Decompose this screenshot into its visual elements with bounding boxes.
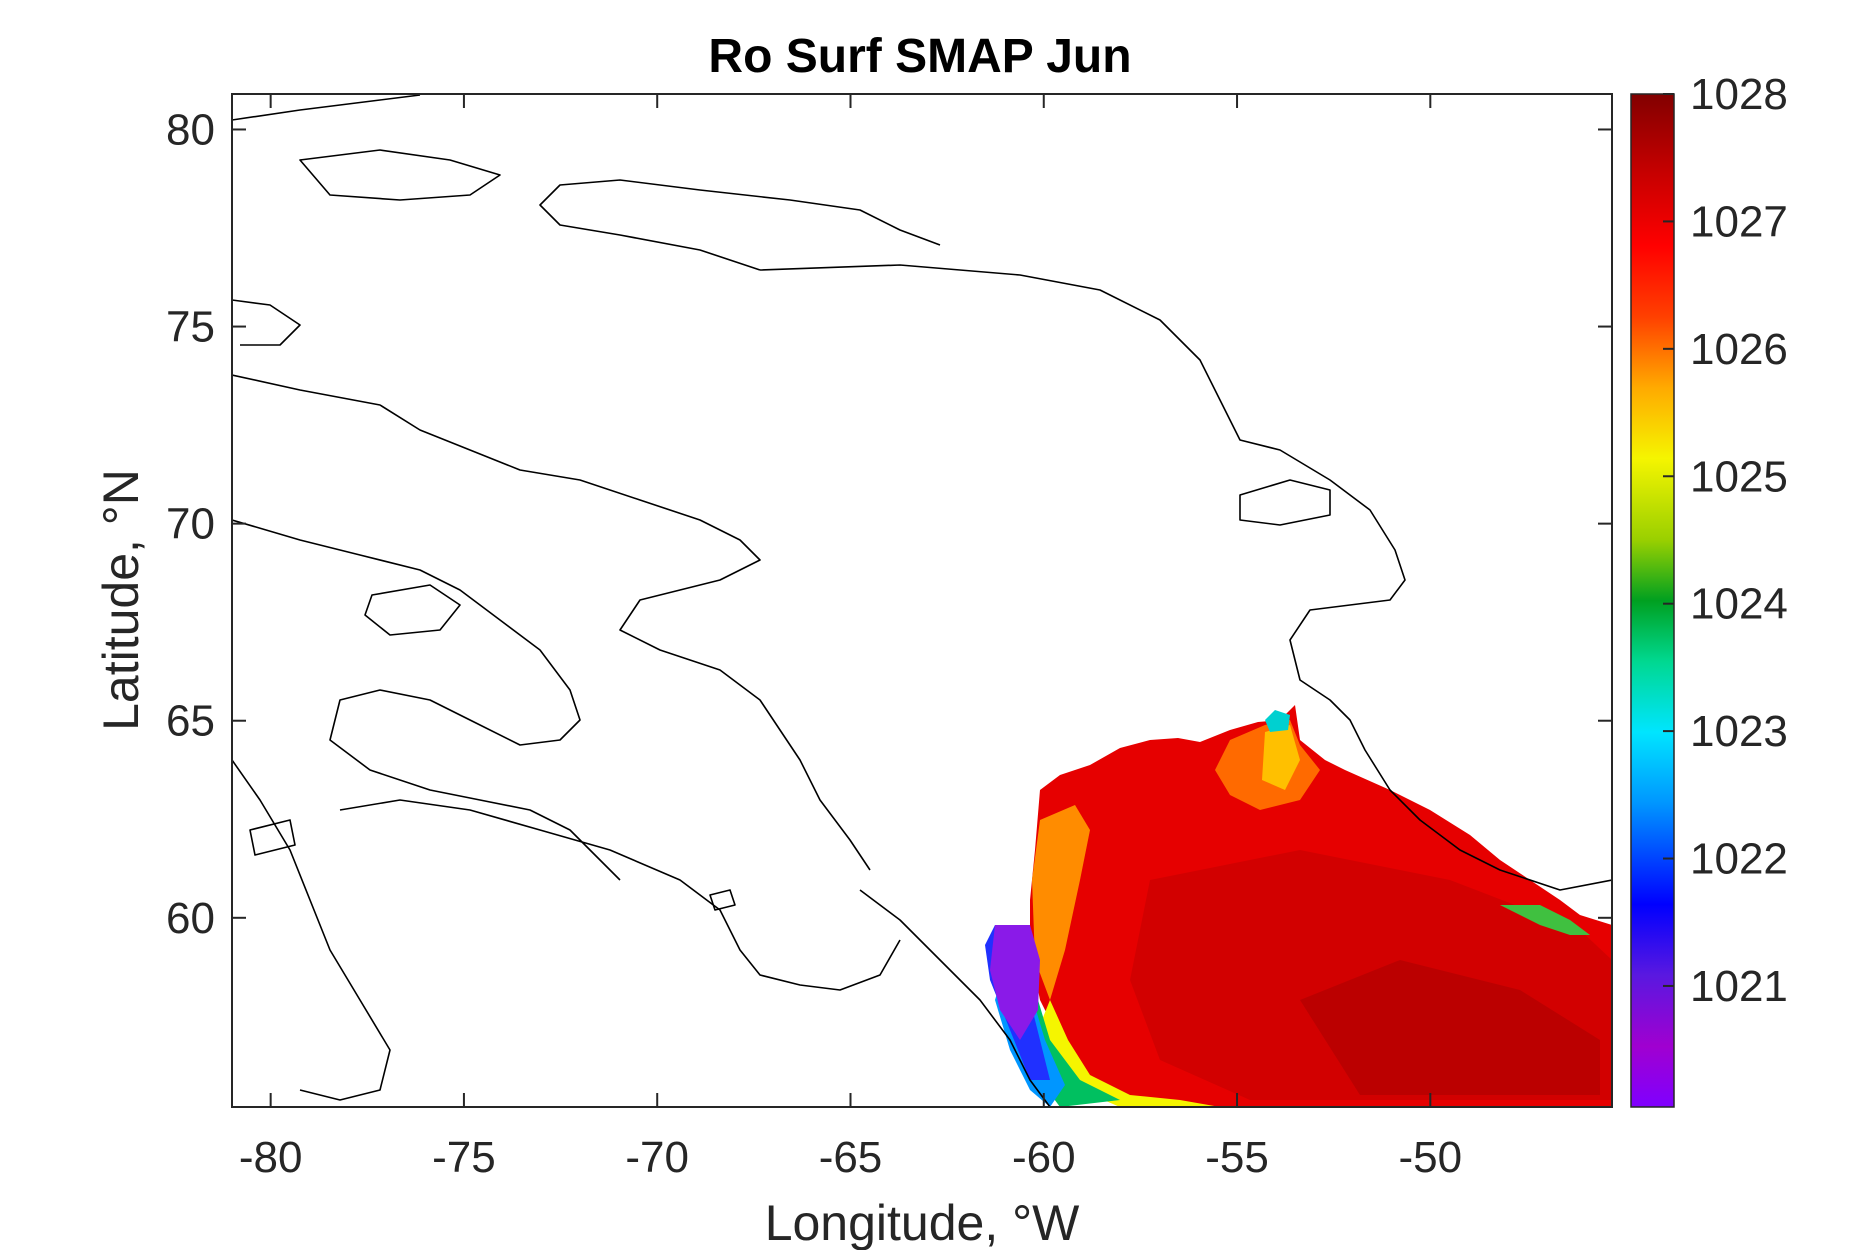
x-tick-label: -80 xyxy=(239,1133,303,1182)
y-tick-label: 70 xyxy=(166,500,215,549)
akpatok-island xyxy=(709,889,736,911)
x-axis-label: Longitude, °W xyxy=(765,1195,1080,1250)
ungava-coast xyxy=(232,759,391,1101)
colorbar-frame xyxy=(1630,93,1675,1108)
map-plot-area xyxy=(231,93,1613,1108)
density-cyan-tip xyxy=(1265,710,1290,732)
map-title: Ro Surf SMAP Jun xyxy=(708,30,1131,83)
bylot-island xyxy=(232,299,301,346)
disko-island xyxy=(1239,479,1331,526)
colorbar: 1028 1027 1026 1025 1024 1023 1022 1021 xyxy=(1630,70,1788,1108)
x-tick-label: -75 xyxy=(432,1133,496,1182)
greenland-coast xyxy=(759,264,1612,891)
colorbar-tick-label: 1021 xyxy=(1690,962,1788,1011)
y-tick-label: 60 xyxy=(166,894,215,943)
y-axis-label: Latitude, °N xyxy=(93,469,149,731)
colorbar-gradient xyxy=(1631,94,1674,1107)
greenland-north-coast xyxy=(539,179,941,271)
density-field xyxy=(985,705,1612,1107)
colorbar-tick-label: 1025 xyxy=(1690,452,1788,501)
density-max-patch xyxy=(1300,960,1600,1095)
islands-north xyxy=(299,149,501,201)
density-green-edge-east xyxy=(1500,905,1590,935)
baffin-east-coast xyxy=(232,374,871,871)
density-orange-patch-west xyxy=(1032,805,1090,1000)
colorbar-tick-label: 1027 xyxy=(1690,197,1788,246)
x-tick-label: -60 xyxy=(1012,1133,1076,1182)
colorbar-tick-label: 1023 xyxy=(1690,707,1788,756)
colorbar-tick-label: 1024 xyxy=(1690,580,1788,629)
density-yellow-patch-north xyxy=(1262,725,1300,790)
x-tick-label: -50 xyxy=(1399,1133,1463,1182)
baffin-lake xyxy=(364,584,461,636)
baffin-south-coast xyxy=(232,519,621,881)
plot-frame xyxy=(231,93,1613,1108)
ellesmere-coast xyxy=(232,94,421,121)
x-tick-label: -55 xyxy=(1205,1133,1269,1182)
density-yellow-edge xyxy=(1038,1000,1220,1107)
colorbar-tick-label: 1026 xyxy=(1690,325,1788,374)
y-tick-label: 65 xyxy=(166,697,215,746)
x-tick-labels: -80 -75 -70 -65 -60 -55 -50 xyxy=(239,1133,1462,1182)
y-tick-label: 80 xyxy=(166,105,215,154)
colorbar-tick-marks xyxy=(1663,93,1674,987)
colorbar-tick-label: 1022 xyxy=(1690,835,1788,884)
tick-marks xyxy=(232,94,1612,1107)
coastlines xyxy=(232,94,1612,1107)
labrador-coast xyxy=(859,889,1051,1107)
x-tick-label: -70 xyxy=(625,1133,689,1182)
density-purple-edge xyxy=(990,925,1040,1040)
y-tick-labels: 80 75 70 65 60 xyxy=(166,105,215,942)
hudson-strait-south xyxy=(339,799,901,991)
islands-hudson xyxy=(249,819,296,856)
x-tick-label: -65 xyxy=(819,1133,883,1182)
colorbar-tick-label: 1028 xyxy=(1690,70,1788,119)
y-tick-label: 75 xyxy=(166,303,215,352)
